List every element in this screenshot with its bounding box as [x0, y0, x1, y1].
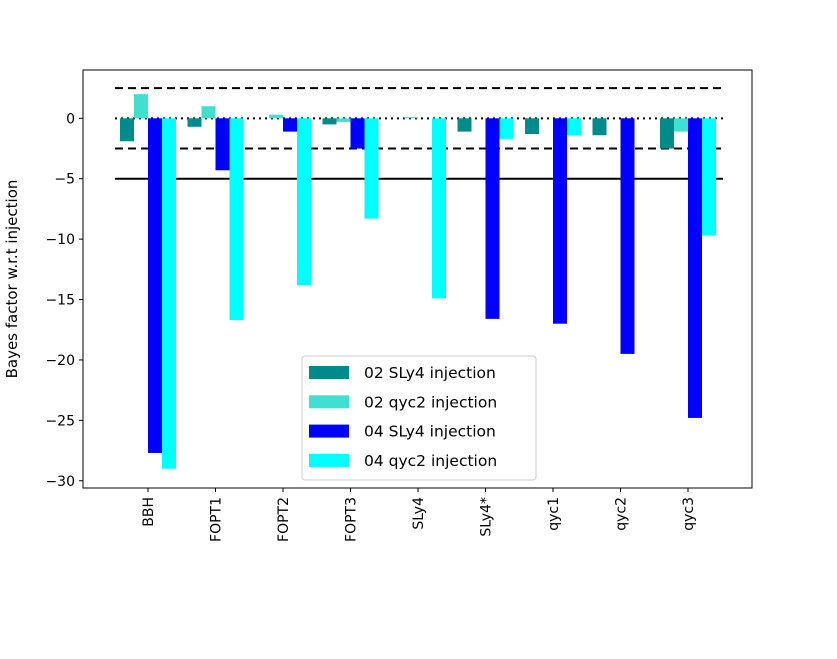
- bar-sly4-star-series-3: [499, 118, 514, 139]
- y-tick-label: −30: [45, 474, 75, 490]
- legend-swatch: [309, 453, 349, 467]
- bar-fopt1-series-1: [201, 106, 216, 119]
- bar-fopt3-series-0: [322, 118, 337, 125]
- bar-fopt1-series-3: [229, 118, 244, 321]
- bar-qyc1-series-0: [525, 118, 539, 135]
- x-tick-label: FOPT3: [344, 497, 360, 542]
- bar-fopt3-series-2: [350, 118, 365, 149]
- bar-sly4-star-series-2: [485, 118, 500, 319]
- bar-fopt2-series-2: [283, 118, 297, 132]
- bar-qyc1-series-3: [567, 118, 581, 136]
- x-tick-label: BBH: [141, 497, 157, 527]
- x-tick-label: qyc2: [614, 497, 630, 531]
- bar-qyc3-series-2: [688, 118, 702, 418]
- y-tick-label: −10: [45, 232, 75, 248]
- bar-fopt2-series-1: [269, 114, 283, 119]
- bar-fopt2-series-3: [297, 118, 311, 286]
- legend-box: [301, 355, 537, 481]
- y-tick-label: 0: [66, 111, 75, 127]
- y-tick-label: −20: [45, 353, 75, 369]
- legend-label: 02 qyc2 injection: [364, 393, 497, 411]
- legend-swatch: [309, 424, 349, 438]
- legend-swatch: [309, 395, 349, 409]
- bar-qyc3-series-1: [674, 118, 688, 132]
- bar-sly4-star-series-0: [457, 118, 472, 132]
- legend-label: 04 qyc2 injection: [364, 452, 497, 470]
- y-tick-label: −15: [45, 293, 75, 309]
- bar-qyc3-series-0: [660, 118, 674, 149]
- bar-qyc3-series-3: [702, 118, 716, 236]
- x-tick-label: qyc3: [681, 497, 697, 531]
- legend: 02 SLy4 injection 02 qyc2 injection 04 SLy…: [301, 355, 537, 481]
- x-tick-label: SLy4*: [479, 497, 495, 537]
- legend-swatch: [309, 366, 349, 379]
- bar-bbh-series-1: [134, 94, 148, 119]
- bar-bbh-series-2: [148, 118, 162, 453]
- bar-fopt1-series-2: [215, 118, 230, 171]
- bars: [120, 94, 716, 469]
- bar-qyc2-series-2: [620, 118, 635, 354]
- bar-qyc1-series-2: [553, 118, 567, 324]
- y-tick-label: −25: [45, 413, 75, 429]
- bar-bbh-series-0: [120, 118, 134, 142]
- x-tick-label: FOPT2: [276, 497, 292, 542]
- bar-fopt3-series-1: [336, 118, 351, 122]
- bar-fopt1-series-0: [187, 118, 202, 127]
- x-axis: BBH FOPT1 FOPT2 FOPT3 SLy4 SLy4* qyc1 qyc2 qyc3: [141, 488, 697, 542]
- bar-bbh-series-3: [162, 118, 176, 469]
- bar-fopt3-series-3: [364, 118, 379, 219]
- y-tick-label: −5: [54, 172, 75, 188]
- legend-label: 02 SLy4 injection: [364, 364, 496, 382]
- bar-sly4-series-1: [404, 117, 418, 119]
- x-tick-label: qyc1: [546, 497, 562, 531]
- bar-sly4-series-3: [432, 118, 446, 299]
- x-tick-label: SLy4: [411, 497, 427, 530]
- y-axis: 0 −5 −10 −15 −20 −25 −30: [45, 111, 83, 490]
- bar-qyc2-series-0: [592, 118, 607, 136]
- legend-label: 04 SLy4 injection: [364, 423, 496, 441]
- x-tick-label: FOPT1: [209, 497, 225, 542]
- y-axis-label: Bayes factor w.r.t injection: [3, 180, 21, 379]
